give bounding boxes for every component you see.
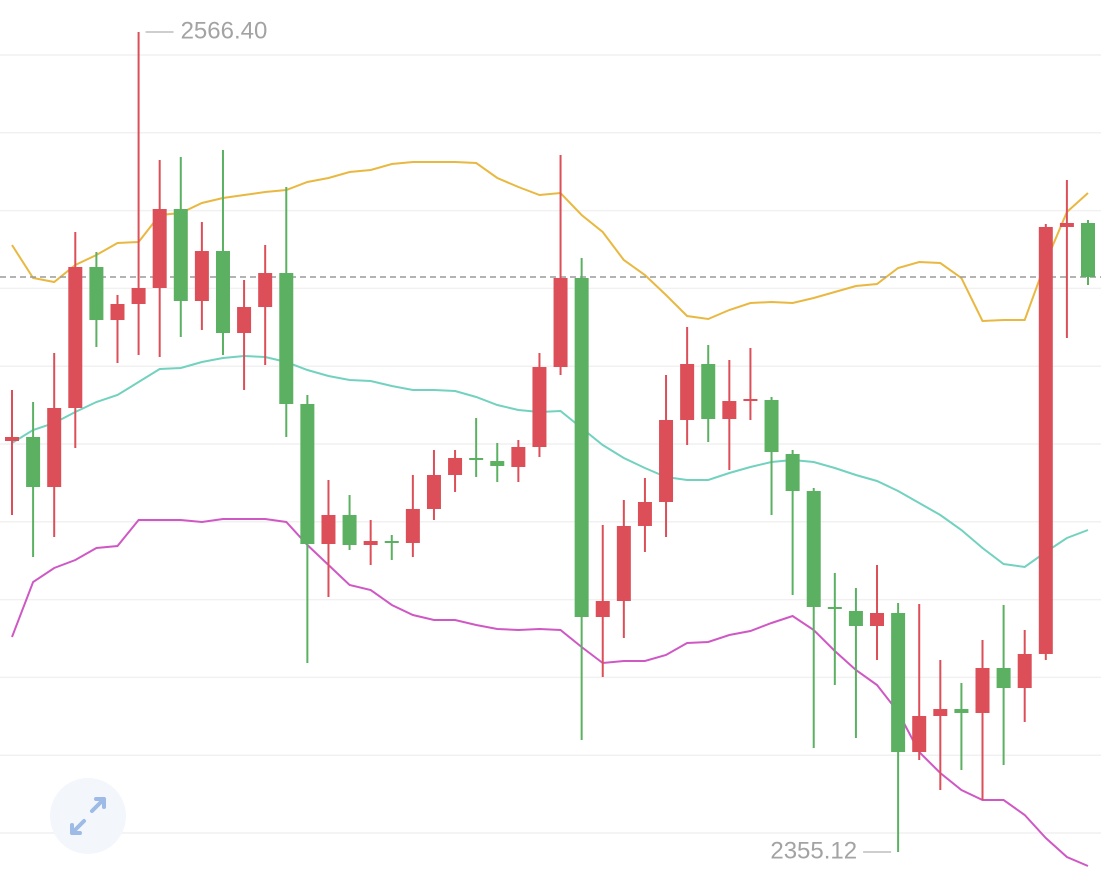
candle-body [827, 606, 842, 610]
candle-body [659, 419, 674, 503]
candle-body [279, 273, 294, 405]
candle-body [47, 408, 62, 488]
candles [5, 32, 1095, 852]
candle-body [342, 515, 357, 546]
candle-body [152, 209, 167, 288]
candle-body [954, 709, 969, 713]
candle-body [405, 508, 420, 543]
candle-body [89, 267, 104, 321]
band-line [11, 161, 1089, 323]
candle-body [131, 287, 146, 304]
candle-body [173, 209, 188, 301]
candle-body [511, 447, 526, 467]
candle-body [1017, 653, 1032, 689]
high-label: 2566.40 [181, 17, 268, 44]
candle-body [321, 515, 336, 544]
candle-body [680, 363, 695, 420]
candle-body [215, 251, 230, 334]
candle-body [5, 436, 19, 441]
grid [0, 54, 1101, 834]
band-line [11, 354, 1089, 569]
candle-body [300, 404, 315, 544]
candle-body [595, 601, 610, 617]
candle-body [258, 273, 273, 308]
candle-body [553, 277, 568, 368]
candle-body [722, 401, 737, 420]
candle-body [637, 502, 652, 526]
candle-body [68, 267, 83, 409]
candle-body [806, 491, 821, 607]
candle-body [532, 367, 547, 448]
candle-body [363, 541, 378, 546]
candle-body [785, 453, 800, 492]
candle-body [870, 613, 885, 627]
candle-body [448, 457, 463, 475]
candle-body [1038, 226, 1053, 654]
candle-body [1059, 222, 1074, 227]
candle-body [194, 251, 209, 301]
candle-body [933, 709, 948, 717]
candle-body [237, 307, 252, 334]
candle-body [616, 525, 631, 602]
candle-body [490, 461, 505, 466]
expand-button[interactable] [50, 778, 126, 854]
candle-body [891, 613, 906, 753]
candle-body [996, 667, 1011, 689]
candle-body [1081, 222, 1095, 278]
candle-body [701, 363, 716, 420]
labels: 2566.40 2355.12 [145, 17, 892, 864]
candle-body [469, 457, 484, 461]
candle-body [574, 277, 589, 617]
band-line [11, 518, 1089, 867]
candle-body [26, 436, 41, 488]
candle-body [848, 610, 863, 627]
candle-body [384, 541, 399, 544]
low-label: 2355.12 [770, 837, 857, 864]
candle-body [110, 303, 125, 321]
candle-body [975, 667, 990, 713]
candle-body [764, 400, 779, 453]
candle-body [743, 398, 758, 402]
expand-button-bg[interactable] [50, 778, 126, 854]
bands [0, 161, 1101, 867]
candle-body [912, 716, 927, 753]
expand-icon[interactable] [70, 797, 106, 835]
candle-body [426, 474, 441, 509]
